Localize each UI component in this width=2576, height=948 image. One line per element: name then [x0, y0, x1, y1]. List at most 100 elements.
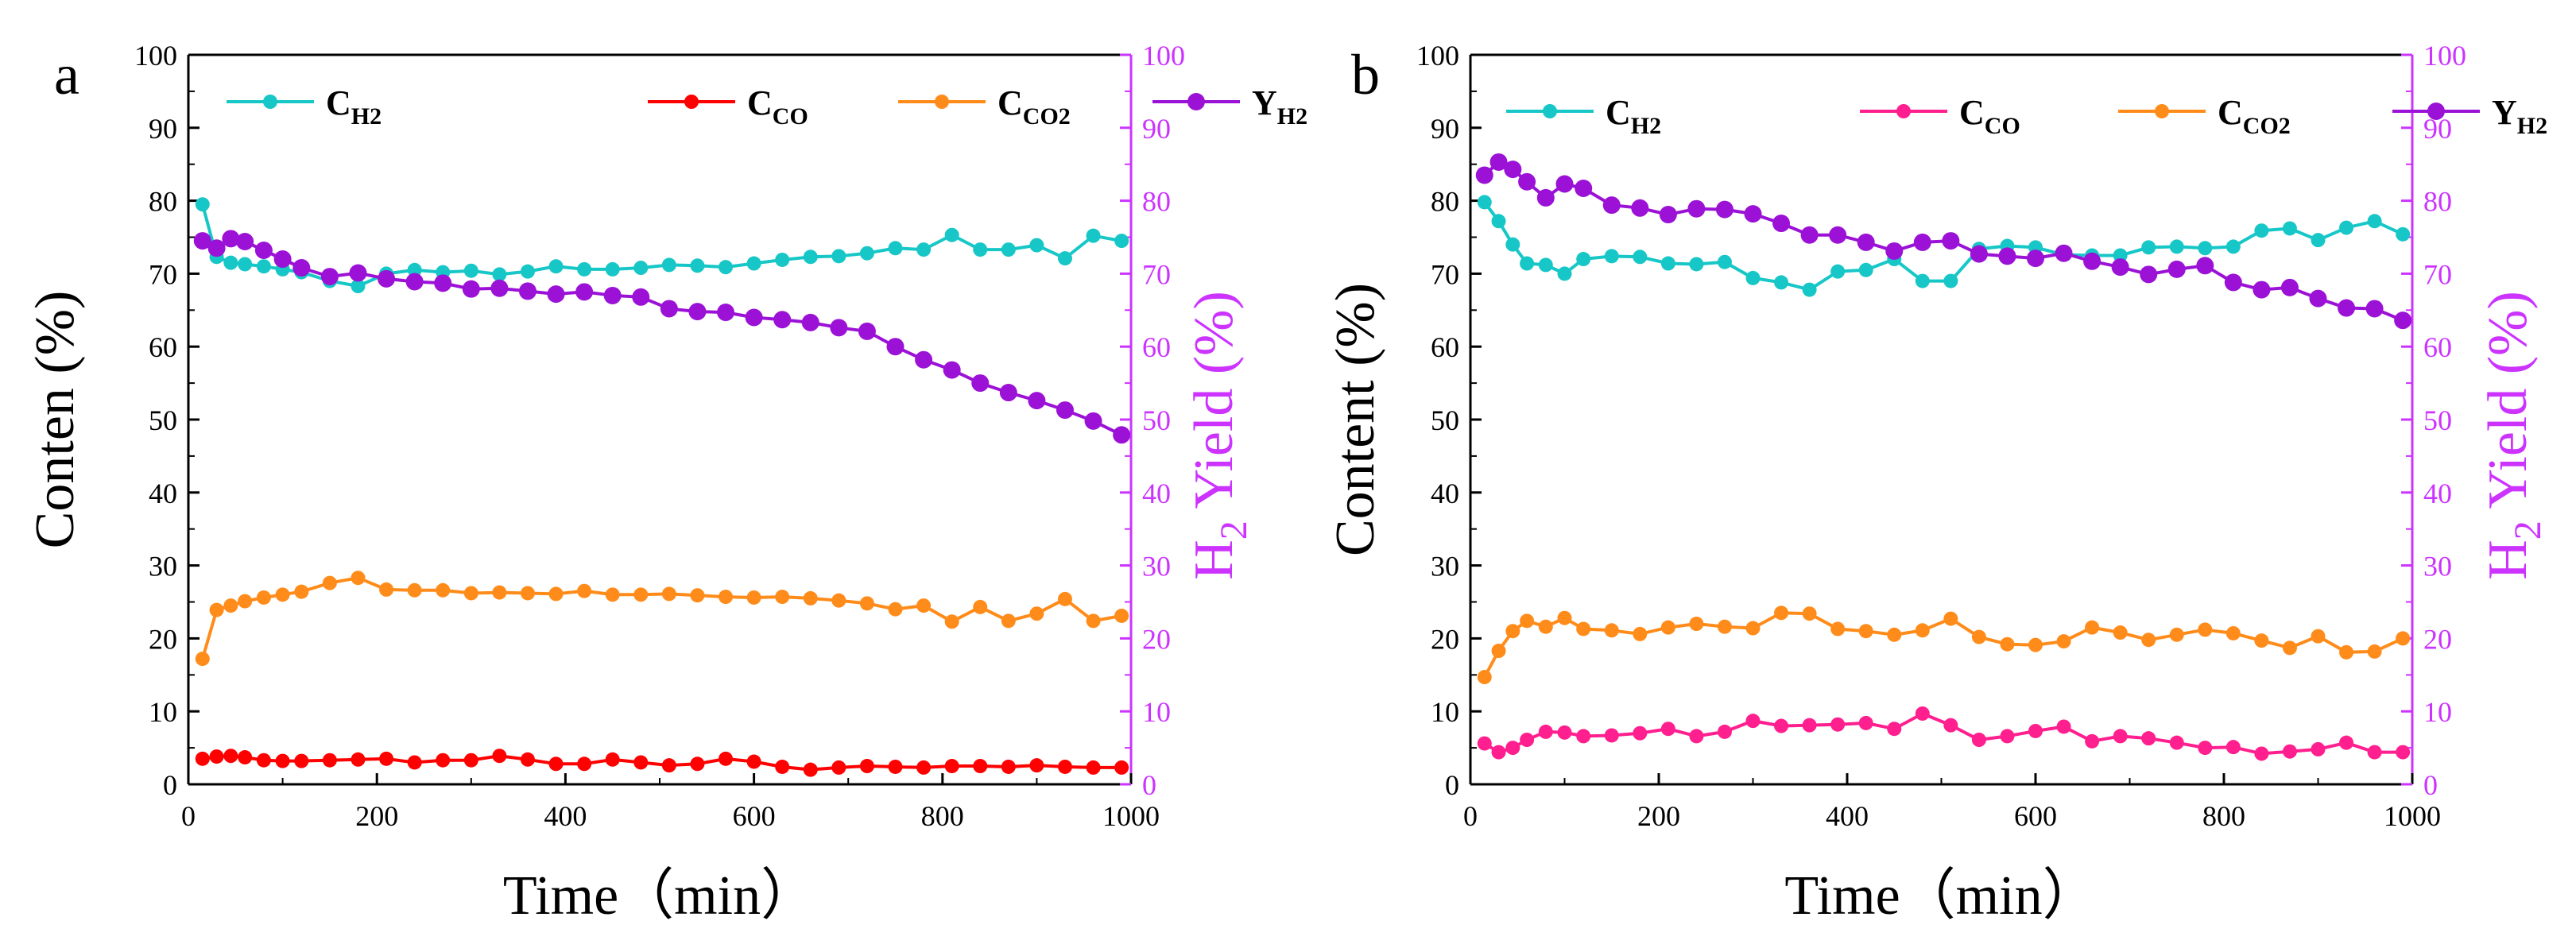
data-point-C_H2 [1491, 214, 1506, 229]
y2-tick-label: 0 [2423, 769, 2438, 801]
y2-tick-label: 100 [1142, 40, 1185, 72]
data-point-C_H2 [407, 262, 422, 277]
data-point-C_H2 [1557, 266, 1572, 281]
data-point-C_CO2 [2367, 644, 2382, 659]
data-point-C_CO2 [195, 652, 210, 667]
data-point-C_CO [605, 752, 620, 767]
data-point-Y_H2 [1504, 161, 1522, 179]
data-point-C_CO [436, 753, 451, 768]
data-point-C_CO [2198, 741, 2213, 756]
y-tick-label: 80 [1431, 186, 1459, 218]
data-point-C_CO [1971, 733, 1986, 748]
data-point-C_CO2 [719, 590, 734, 605]
data-point-C_H2 [2339, 220, 2354, 235]
data-point-Y_H2 [222, 230, 240, 248]
data-point-C_CO2 [1604, 623, 1619, 638]
data-point-Y_H2 [236, 233, 254, 251]
legend-label-sub: H2 [1631, 113, 1661, 139]
data-point-C_CO [1576, 729, 1591, 744]
legend-entry-Y_H2: YH2 [1152, 83, 1307, 130]
data-point-C_CO [1057, 759, 1072, 774]
data-point-C_CO [577, 756, 592, 772]
data-point-Y_H2 [1913, 233, 1931, 251]
data-point-Y_H2 [193, 232, 211, 250]
series-C_CO [1477, 706, 2411, 761]
data-point-C_CO2 [463, 586, 478, 601]
data-point-C_CO2 [1557, 610, 1572, 625]
x-tick-label: 600 [733, 800, 776, 832]
data-point-Y_H2 [915, 350, 933, 369]
legend-entry-C_CO: CCO [648, 83, 808, 130]
data-point-C_CO [294, 753, 309, 768]
y-tick-label: 0 [1445, 769, 1459, 801]
y-tick-label: 50 [149, 404, 177, 436]
y2-tick-label: 90 [1142, 113, 1171, 145]
data-point-C_H2 [463, 263, 478, 278]
data-point-C_CO2 [492, 585, 507, 600]
data-point-Y_H2 [2309, 289, 2327, 308]
data-point-C_CO [1477, 736, 1492, 751]
y-tick-label: 10 [1431, 696, 1459, 728]
data-point-C_H2 [577, 261, 592, 277]
data-point-C_CO [1745, 714, 1761, 729]
data-point-Y_H2 [717, 304, 735, 322]
y2-tick-label: 60 [1142, 331, 1171, 363]
y2-axis-label-base: H [1183, 540, 1245, 580]
data-point-C_H2 [803, 250, 818, 265]
y-tick-label: 20 [149, 623, 177, 655]
data-point-C_CO [2141, 731, 2156, 746]
data-point-C_CO2 [209, 602, 224, 617]
y2-axis-label-rest: Yield (%) [2477, 291, 2539, 520]
y2-tick-label: 20 [2423, 623, 2452, 655]
y2-tick-label: 70 [1142, 258, 1171, 290]
data-point-C_CO2 [1915, 623, 1930, 638]
data-point-C_CO2 [2085, 620, 2100, 635]
data-point-C_CO2 [888, 602, 903, 617]
y-tick-label: 60 [149, 331, 177, 363]
data-point-C_CO2 [2396, 631, 2411, 646]
data-point-C_CO [1943, 718, 1958, 733]
y2-axis-label: H2 Yield (%) [1183, 291, 1255, 580]
legend-label-main: C [2218, 93, 2243, 132]
data-point-Y_H2 [1028, 392, 1046, 410]
data-point-C_CO2 [916, 598, 932, 613]
data-point-C_H2 [1477, 195, 1492, 210]
data-point-C_CO2 [2198, 622, 2213, 637]
data-point-C_CO [1802, 718, 1817, 733]
y2-tick-label: 70 [2423, 258, 2452, 290]
data-point-C_H2 [1689, 257, 1704, 272]
data-point-Y_H2 [971, 374, 990, 393]
data-point-Y_H2 [603, 286, 622, 304]
data-point-C_CO [775, 759, 790, 774]
legend-label-sub: CO2 [1023, 103, 1071, 130]
data-point-Y_H2 [490, 279, 509, 297]
legend-entry-C_H2: CH2 [227, 83, 382, 130]
data-point-Y_H2 [2196, 257, 2214, 275]
data-point-C_CO [463, 753, 478, 768]
x-tick-label: 200 [355, 800, 398, 832]
legend-label: CH2 [1606, 93, 1661, 139]
y-tick-label: 100 [134, 40, 177, 72]
chart-panel-b: 0 200 400 600 800 100001020304050607080901000… [1325, 40, 2549, 927]
data-point-C_CO [746, 754, 761, 769]
data-point-C_H2 [831, 249, 846, 264]
data-point-C_CO [2367, 745, 2382, 760]
data-point-C_CO [2169, 735, 2184, 750]
data-point-C_CO [1557, 725, 1572, 740]
data-point-Y_H2 [2055, 244, 2073, 262]
data-point-C_CO2 [1505, 624, 1520, 639]
data-point-C_H2 [1802, 282, 1817, 297]
y-axis-label: Conten (%) [25, 291, 86, 549]
data-point-C_CO2 [1660, 620, 1675, 635]
y2-axis-label-sub: 2 [2507, 520, 2549, 540]
data-point-C_CO [2225, 740, 2241, 755]
y2-tick-label: 20 [1142, 623, 1171, 655]
data-point-C_CO2 [322, 575, 337, 590]
data-point-C_H2 [1520, 256, 1535, 271]
x-tick-label: 1000 [2384, 800, 2441, 832]
data-point-C_H2 [195, 197, 210, 212]
data-point-Y_H2 [1518, 172, 1536, 191]
data-point-C_H2 [1604, 249, 1619, 264]
data-point-Y_H2 [660, 300, 678, 318]
data-point-C_CO2 [256, 590, 271, 605]
